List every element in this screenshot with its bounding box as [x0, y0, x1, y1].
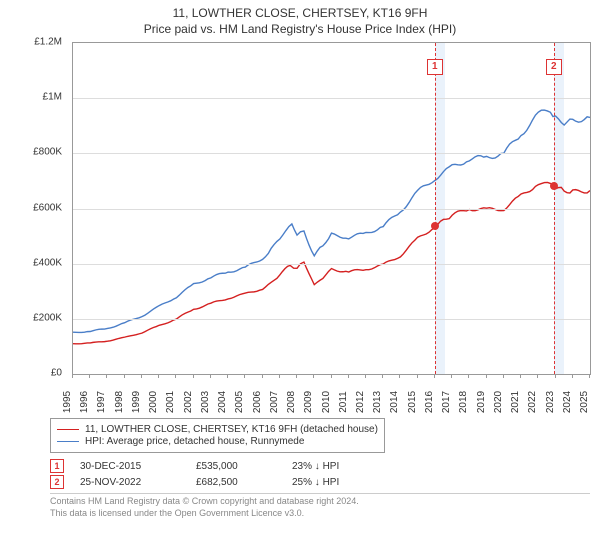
y-axis-label: £0 — [51, 368, 62, 379]
y-axis: £0£200K£400K£600K£800K£1M£1.2M — [32, 42, 68, 373]
y-axis-label: £200K — [33, 312, 62, 323]
sale-vline — [554, 43, 555, 374]
x-tick — [555, 374, 556, 378]
x-tick — [537, 374, 538, 378]
gridline — [73, 153, 590, 154]
footer-line-1: Contains HM Land Registry data © Crown c… — [50, 496, 590, 508]
x-tick — [193, 374, 194, 378]
x-tick — [141, 374, 142, 378]
sale-date: 25-NOV-2022 — [80, 477, 180, 488]
gridline — [73, 98, 590, 99]
y-axis-label: £800K — [33, 147, 62, 158]
x-tick — [451, 374, 452, 378]
sale-diff: 25% ↓ HPI — [292, 477, 339, 488]
legend: 11, LOWTHER CLOSE, CHERTSEY, KT16 9FH (d… — [50, 418, 385, 453]
footer-line-2: This data is licensed under the Open Gov… — [50, 508, 590, 520]
x-tick — [331, 374, 332, 378]
x-tick — [244, 374, 245, 378]
sales-table: 1 30-DEC-2015 £535,000 23% ↓ HPI 2 25-NOV-202… — [50, 459, 590, 489]
x-tick — [503, 374, 504, 378]
chart: £0£200K£400K£600K£800K£1M£1.2M 12 199519… — [32, 42, 590, 412]
x-tick — [106, 374, 107, 378]
sale-id-box: 2 — [50, 475, 64, 489]
gridline — [73, 319, 590, 320]
sale-row: 1 30-DEC-2015 £535,000 23% ↓ HPI — [50, 459, 590, 473]
legend-item: HPI: Average price, detached house, Runn… — [57, 436, 378, 447]
x-tick — [365, 374, 366, 378]
x-tick — [434, 374, 435, 378]
gridline — [73, 209, 590, 210]
y-axis-label: £400K — [33, 257, 62, 268]
x-tick — [520, 374, 521, 378]
sale-id-box: 1 — [50, 459, 64, 473]
x-tick — [382, 374, 383, 378]
legend-label: HPI: Average price, detached house, Runn… — [85, 436, 304, 447]
x-tick — [124, 374, 125, 378]
page-title: 11, LOWTHER CLOSE, CHERTSEY, KT16 9FH — [10, 6, 590, 20]
x-tick — [262, 374, 263, 378]
sale-price: £682,500 — [196, 477, 276, 488]
x-tick — [468, 374, 469, 378]
x-tick — [348, 374, 349, 378]
sale-diff: 23% ↓ HPI — [292, 461, 339, 472]
x-tick — [89, 374, 90, 378]
footer: Contains HM Land Registry data © Crown c… — [50, 496, 590, 519]
sale-dot — [431, 222, 439, 230]
legend-swatch — [57, 441, 79, 442]
sale-vline — [435, 43, 436, 374]
page-subtitle: Price paid vs. HM Land Registry's House … — [10, 22, 590, 36]
x-tick — [399, 374, 400, 378]
x-tick — [486, 374, 487, 378]
legend-label: 11, LOWTHER CLOSE, CHERTSEY, KT16 9FH (d… — [85, 424, 378, 435]
x-tick — [210, 374, 211, 378]
sale-row: 2 25-NOV-2022 £682,500 25% ↓ HPI — [50, 475, 590, 489]
x-tick — [158, 374, 159, 378]
separator — [50, 493, 590, 494]
x-tick — [589, 374, 590, 378]
x-axis: 1995199619971998199920002001200220032004… — [72, 374, 589, 412]
x-tick — [175, 374, 176, 378]
legend-item: 11, LOWTHER CLOSE, CHERTSEY, KT16 9FH (d… — [57, 424, 378, 435]
x-tick — [227, 374, 228, 378]
x-tick — [296, 374, 297, 378]
plot-area: 12 — [72, 42, 591, 375]
legend-swatch — [57, 429, 79, 430]
y-axis-label: £1M — [43, 92, 62, 103]
x-tick — [279, 374, 280, 378]
sale-price: £535,000 — [196, 461, 276, 472]
y-axis-label: £1.2M — [34, 37, 62, 48]
y-axis-label: £600K — [33, 202, 62, 213]
sale-marker: 2 — [546, 59, 562, 75]
sale-dot — [550, 182, 558, 190]
x-axis-label: 2025 — [579, 391, 599, 413]
sale-marker: 1 — [427, 59, 443, 75]
x-tick — [72, 374, 73, 378]
x-tick — [417, 374, 418, 378]
x-tick — [572, 374, 573, 378]
gridline — [73, 264, 590, 265]
series-hpi — [73, 110, 590, 332]
x-tick — [313, 374, 314, 378]
sale-date: 30-DEC-2015 — [80, 461, 180, 472]
